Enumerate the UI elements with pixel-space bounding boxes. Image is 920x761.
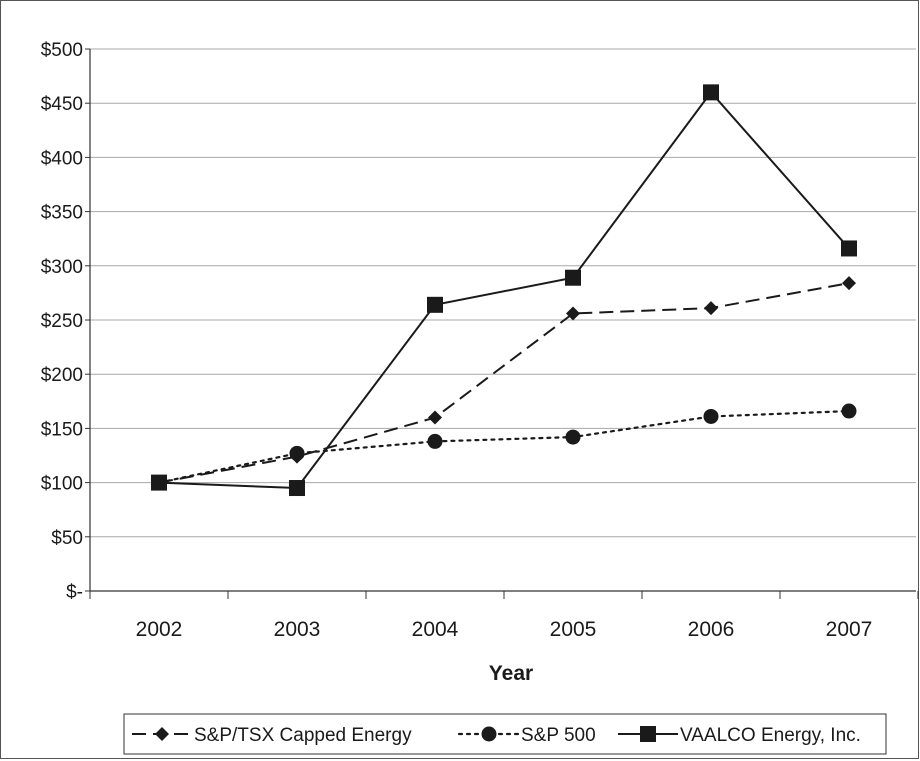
y-tick-label: $250 (41, 311, 83, 332)
axes (85, 48, 919, 599)
x-tick-label: 2003 (274, 618, 321, 641)
y-tick-label: $150 (41, 419, 83, 440)
legend: S&P/TSX Capped Energy S&P 500 VAALCO Energ… (123, 713, 887, 755)
data-point (427, 433, 443, 449)
data-point (289, 480, 305, 497)
y-tick-label: $350 (41, 203, 83, 224)
x-tick-label: 2004 (412, 618, 459, 641)
data-point (703, 84, 719, 101)
y-tick-label: $50 (51, 528, 83, 549)
data-point (566, 306, 580, 321)
series-vaalco-energy-inc (151, 84, 857, 497)
data-point (151, 474, 167, 491)
y-axis-ticks: $- $50 $100 $150 $200 $250 $300 $350 $400 $450 $50… (41, 40, 83, 603)
legend-swatch-marker (640, 726, 656, 742)
data-point (565, 269, 581, 286)
x-tick-label: 2002 (136, 618, 183, 641)
y-tick-label: $400 (41, 148, 83, 169)
data-point (565, 429, 581, 445)
data-point (428, 410, 442, 425)
series-line (158, 282, 850, 484)
x-axis-ticks: 2002 2003 2004 2005 2006 2007 (136, 618, 873, 641)
legend-label: S&P 500 (521, 725, 596, 746)
legend-label: S&P/TSX Capped Energy (194, 725, 412, 746)
series-line (158, 90, 850, 490)
legend-label: VAALCO Energy, Inc. (680, 725, 861, 746)
series-layer (151, 84, 857, 497)
legend-entry: S&P 500 (457, 725, 596, 746)
legend-box (123, 713, 887, 755)
data-point (703, 408, 719, 424)
legend-swatch-marker (155, 727, 169, 741)
legend-entry: S&P/TSX Capped Energy (132, 725, 412, 746)
x-tick-label: 2006 (688, 618, 735, 641)
data-point (841, 403, 857, 419)
data-point (841, 240, 857, 257)
x-tick-label: 2005 (550, 618, 597, 641)
data-point (427, 296, 443, 313)
x-tick-label: 2007 (826, 618, 873, 641)
data-point (704, 301, 718, 316)
y-tick-label: $450 (41, 94, 83, 115)
gridlines (90, 48, 916, 538)
y-tick-label: $300 (41, 257, 83, 278)
data-point (289, 445, 305, 461)
y-tick-label: $500 (41, 40, 83, 61)
legend-entry: VAALCO Energy, Inc. (618, 725, 861, 746)
y-tick-label: $200 (41, 365, 83, 386)
x-axis-title: Year (489, 662, 533, 685)
y-tick-label: $- (66, 582, 83, 603)
data-point (842, 276, 856, 291)
legend-swatch-marker (481, 726, 497, 742)
y-tick-label: $100 (41, 474, 83, 495)
